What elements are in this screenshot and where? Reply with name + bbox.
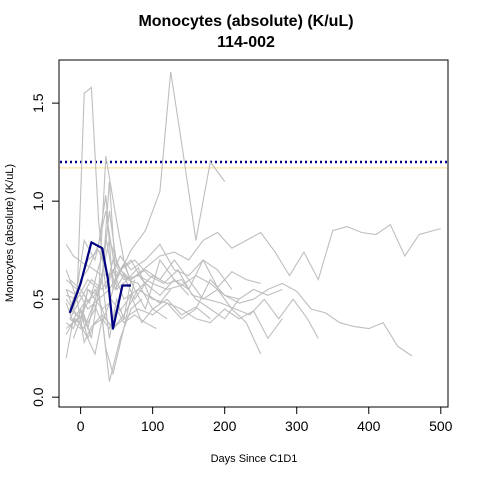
plot-area: [60, 71, 447, 382]
x-tick-label: 400: [357, 418, 381, 434]
background-series: [65, 71, 441, 382]
series-line-3: [65, 259, 319, 339]
x-axis-label: Days Since C1D1: [211, 453, 298, 465]
series-line-18: [69, 240, 190, 305]
series-line-2: [69, 71, 226, 310]
series-line-11: [65, 181, 168, 324]
chart-title: Monocytes (absolute) (K/uL): [138, 13, 353, 30]
series-line-17: [65, 307, 157, 356]
x-tick-label: 100: [141, 418, 165, 434]
x-tick-label: 0: [77, 418, 85, 434]
x-tick-label: 300: [285, 418, 309, 434]
series-line-19: [65, 294, 211, 335]
x-tick-label: 500: [429, 418, 453, 434]
y-tick-label: 1.5: [30, 93, 46, 113]
x-axis: 0 100 200 300 400 500: [77, 406, 453, 434]
y-tick-label: 1.0: [30, 191, 46, 211]
y-axis: 0.0 0.5 1.0 1.5: [30, 93, 60, 407]
y-tick-label: 0.5: [30, 289, 46, 309]
x-tick-label: 200: [213, 418, 237, 434]
reference-lines: [60, 160, 447, 169]
highlight-series-line: [68, 241, 131, 330]
series-line-7: [65, 238, 262, 355]
chart-subtitle: 114-002: [217, 34, 275, 51]
highlight-series-group: [68, 241, 131, 330]
y-tick-label: 0.0: [30, 387, 46, 407]
series-line-16: [72, 210, 172, 320]
y-axis-label: Monocytes (absolute) (K/uL): [4, 164, 16, 302]
series-line-15: [65, 243, 261, 297]
